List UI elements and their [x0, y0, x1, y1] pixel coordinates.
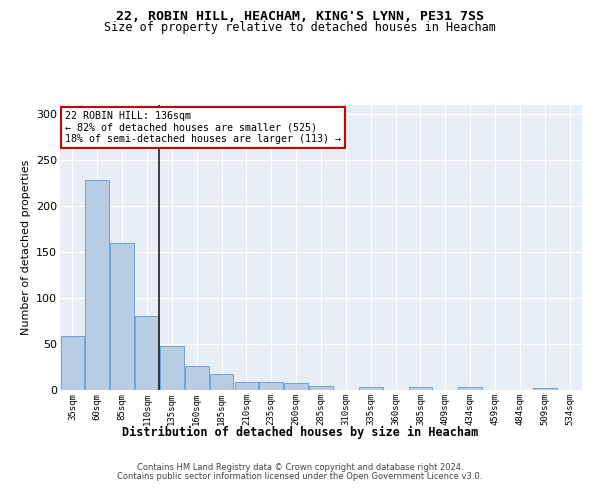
Bar	[135, 316, 159, 390]
Bar	[309, 386, 333, 390]
Bar	[185, 366, 209, 390]
Text: Contains public sector information licensed under the Open Government Licence v3: Contains public sector information licen…	[118, 472, 482, 481]
Bar	[110, 243, 134, 390]
Bar	[210, 374, 233, 390]
Text: Size of property relative to detached houses in Heacham: Size of property relative to detached ho…	[104, 21, 496, 34]
Bar	[458, 387, 482, 390]
Bar	[235, 382, 258, 390]
Bar	[61, 336, 84, 390]
Bar	[533, 388, 557, 390]
Bar	[160, 346, 184, 390]
Bar	[409, 387, 432, 390]
Bar	[284, 382, 308, 390]
Bar	[259, 382, 283, 390]
Text: Contains HM Land Registry data © Crown copyright and database right 2024.: Contains HM Land Registry data © Crown c…	[137, 464, 463, 472]
Text: Distribution of detached houses by size in Heacham: Distribution of detached houses by size …	[122, 426, 478, 439]
Bar	[85, 180, 109, 390]
Text: 22, ROBIN HILL, HEACHAM, KING'S LYNN, PE31 7SS: 22, ROBIN HILL, HEACHAM, KING'S LYNN, PE…	[116, 10, 484, 23]
Y-axis label: Number of detached properties: Number of detached properties	[20, 160, 31, 335]
Text: 22 ROBIN HILL: 136sqm
← 82% of detached houses are smaller (525)
18% of semi-det: 22 ROBIN HILL: 136sqm ← 82% of detached …	[65, 110, 341, 144]
Bar	[359, 387, 383, 390]
